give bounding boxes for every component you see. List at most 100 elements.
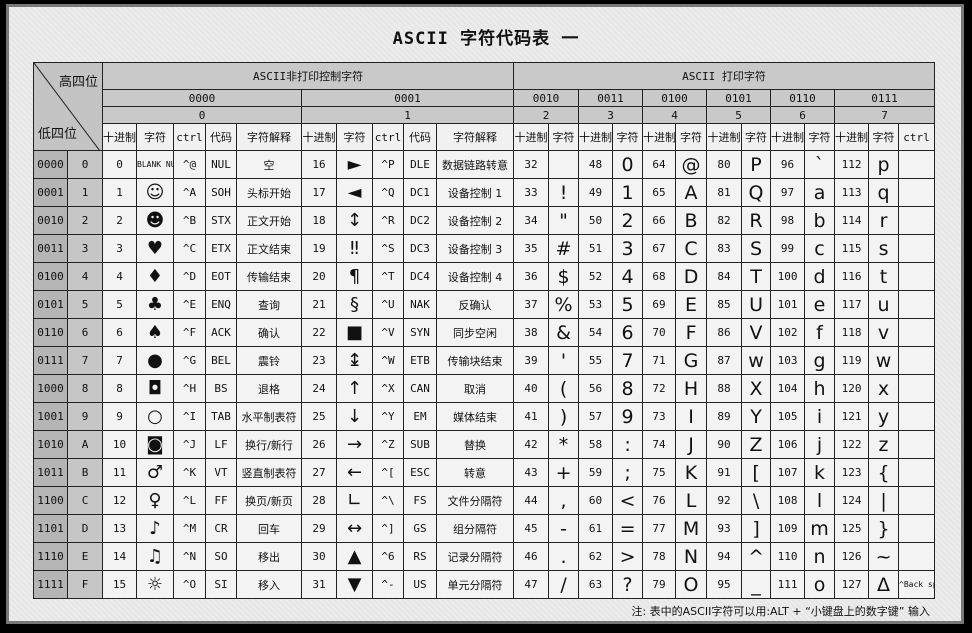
col-header-dec: 十进制 <box>706 123 743 151</box>
char-symbol: ↕ <box>336 206 373 235</box>
dec-value: 35 <box>513 234 550 263</box>
char-symbol: ▼ <box>336 570 373 599</box>
printable-char: ' <box>548 346 580 375</box>
section-printable-chars: ASCII 打印字符 <box>513 62 936 90</box>
dec-value: 109 <box>770 514 806 543</box>
row-hex-label: 9 <box>67 402 103 431</box>
group-hex-header: 5 <box>706 106 772 124</box>
dec-value: 85 <box>706 290 743 319</box>
dec-value: 10 <box>102 430 137 459</box>
dec-value: 83 <box>706 234 743 263</box>
ctrl-key: ^6 <box>372 542 404 571</box>
row-binary-label: 0100 <box>33 262 68 291</box>
group-binary-header: 0100 <box>642 89 708 107</box>
row-binary-label: 1111 <box>33 570 68 599</box>
printable-char: - <box>548 514 580 543</box>
dec-value: 119 <box>834 346 870 375</box>
char-symbol: ☼ <box>136 570 174 599</box>
table-row: 1000 8 8 ◘ ^H BS 退格 24 ↑ ^X CAN 取消 40(56 8 72 H 88 X 104 h 1… <box>33 374 936 403</box>
dec-value: 49 <box>578 178 614 207</box>
dec-value: 62 <box>578 542 614 571</box>
char-description: 设备控制 1 <box>435 178 515 207</box>
printable-char: U <box>741 290 772 319</box>
dec-value: 71 <box>642 346 677 375</box>
printable-char: j <box>804 430 836 459</box>
printable-char: @ <box>675 150 708 179</box>
printable-char: c <box>804 234 836 263</box>
char-symbol: ♠ <box>136 318 174 347</box>
dec-value: 112 <box>834 150 870 179</box>
dec-value: 110 <box>770 542 806 571</box>
col-header-char: 字符 <box>675 123 708 151</box>
dec-value: 15 <box>102 570 137 599</box>
printable-char: # <box>548 234 580 263</box>
high-bits-label: 高四位 <box>58 75 98 90</box>
row-hex-label: F <box>67 570 103 599</box>
char-symbol: ◘ <box>136 374 174 403</box>
dec-value: 80 <box>706 150 743 179</box>
printable-char: X <box>741 374 772 403</box>
ctrl-key: ^K <box>173 458 206 487</box>
section-control-chars: ASCII非打印控制字符 <box>101 62 515 90</box>
char-description: 移出 <box>236 542 302 571</box>
row-binary-label: 1110 <box>33 542 68 571</box>
printable-char: P <box>741 150 772 179</box>
ctrl-key <box>898 290 936 319</box>
printable-char: w <box>868 346 900 375</box>
char-symbol: ○ <box>136 402 174 431</box>
dec-value: 105 <box>770 402 806 431</box>
row-binary-label: 1010 <box>33 430 68 459</box>
char-symbol: ‼ <box>336 234 373 263</box>
dec-value: 66 <box>642 206 677 235</box>
table-row: 高四位 低四位 ASCII非打印控制字符 ASCII 打印字符 <box>33 62 936 151</box>
printable-char: Q <box>741 178 772 207</box>
code-name: FS <box>403 486 437 515</box>
dec-value: 81 <box>706 178 743 207</box>
row-hex-label: 4 <box>67 262 103 291</box>
col-header-code: 代码 <box>205 123 237 151</box>
group-hex-header: 6 <box>770 106 836 124</box>
ctrl-key: ^R <box>372 206 404 235</box>
group-binary-header: 0011 <box>578 89 644 107</box>
dec-value: 32 <box>513 150 550 179</box>
dec-value: 61 <box>578 514 614 543</box>
char-description: 退格 <box>236 374 302 403</box>
dec-value: 91 <box>706 458 743 487</box>
code-name: RS <box>403 542 437 571</box>
dec-value: 45 <box>513 514 550 543</box>
table-row: 1110 E 14 ♫ ^N SO 移出 30 ▲ ^6 RS 记录分隔符 46. 62 >78 N 94 ^ 11… <box>33 542 936 571</box>
ctrl-key <box>898 262 936 291</box>
dec-value: 5 <box>102 290 137 319</box>
page-title: ASCII 字符代码表 一 <box>392 29 580 49</box>
code-name: TAB <box>205 402 237 431</box>
row-hex-label: 7 <box>67 346 103 375</box>
printable-char: $ <box>548 262 580 291</box>
dec-value: 29 <box>301 514 337 543</box>
printable-char: _ <box>741 570 772 599</box>
printable-char: R <box>741 206 772 235</box>
dec-value: 50 <box>578 206 614 235</box>
dec-value: 124 <box>834 486 870 515</box>
dec-value: 24 <box>301 374 337 403</box>
printable-char: ^ <box>741 542 772 571</box>
row-hex-label: A <box>67 430 103 459</box>
row-hex-label: 3 <box>67 234 103 263</box>
char-description: 传输块结束 <box>435 346 515 375</box>
group-binary-header: 0010 <box>513 89 580 107</box>
printable-char: ? <box>612 570 644 599</box>
dec-value: 13 <box>102 514 137 543</box>
dec-value: 106 <box>770 430 806 459</box>
ctrl-key: ^D <box>173 262 206 291</box>
dec-value: 93 <box>706 514 743 543</box>
dec-value: 34 <box>513 206 550 235</box>
row-binary-label: 1011 <box>33 458 68 487</box>
char-description: 空 <box>236 150 302 179</box>
dec-value: 33 <box>513 178 550 207</box>
dec-value: 63 <box>578 570 614 599</box>
dec-value: 38 <box>513 318 550 347</box>
ctrl-key: ^G <box>173 346 206 375</box>
code-name: STX <box>205 206 237 235</box>
dec-value: 9 <box>102 402 137 431</box>
char-description: 设备控制 2 <box>435 206 515 235</box>
dec-value: 67 <box>642 234 677 263</box>
